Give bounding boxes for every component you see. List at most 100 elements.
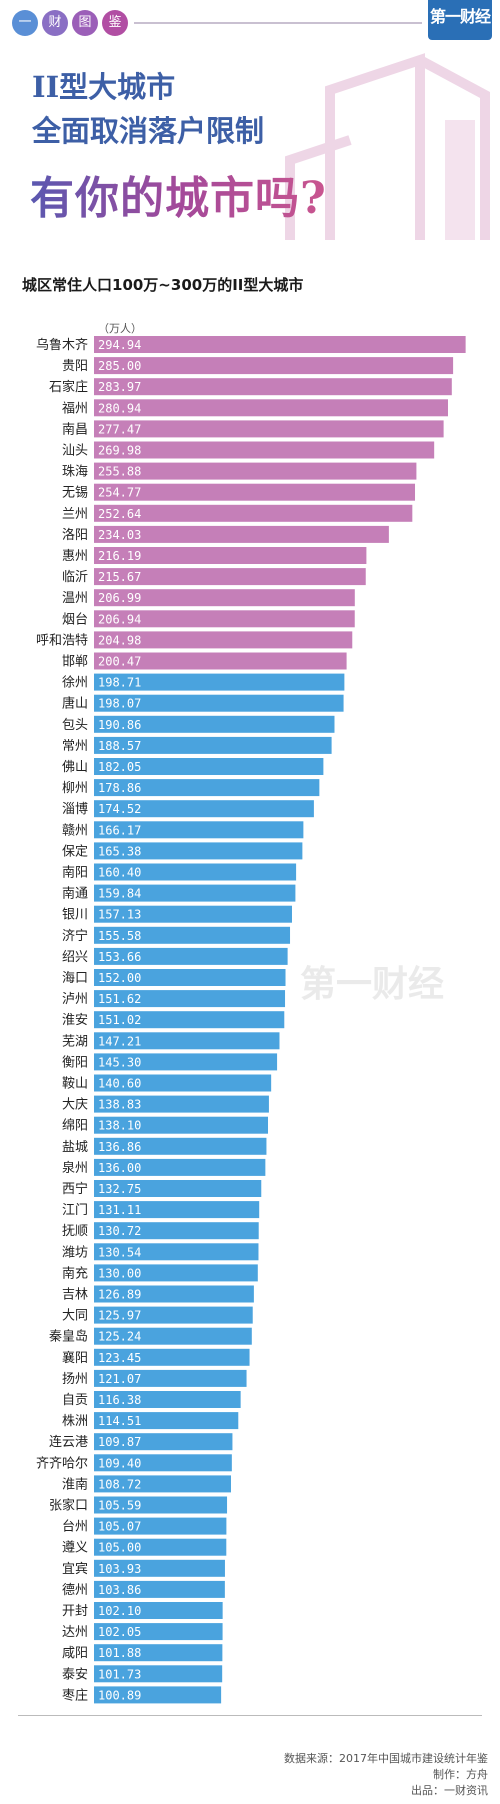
value-label-8: 252.64 [98, 507, 141, 521]
category-label-40: 西宁 [62, 1181, 88, 1197]
category-label-1: 贵阳 [62, 359, 88, 374]
headline-line-1: II型大城市 [32, 70, 176, 104]
category-label-61: 达州 [62, 1625, 88, 1640]
value-label-38: 136.86 [98, 1140, 141, 1154]
value-label-32: 151.02 [98, 1013, 141, 1027]
value-label-37: 138.10 [98, 1119, 141, 1133]
category-label-49: 扬州 [62, 1372, 88, 1387]
category-label-51: 株洲 [62, 1414, 88, 1429]
bar-63 [94, 1665, 223, 1683]
value-label-63: 101.73 [98, 1667, 141, 1681]
footer-source: 数据来源：2017年中国城市建设统计年鉴 [284, 1752, 488, 1765]
value-label-34: 145.30 [98, 1055, 141, 1069]
value-label-43: 130.54 [98, 1245, 141, 1259]
category-label-12: 温州 [62, 591, 88, 606]
value-label-64: 100.89 [98, 1688, 141, 1702]
category-label-16: 徐州 [62, 676, 88, 691]
category-label-48: 襄阳 [62, 1350, 88, 1366]
bar-5 [94, 441, 435, 459]
category-label-36: 大庆 [62, 1098, 88, 1113]
category-label-7: 无锡 [62, 486, 88, 501]
bar-53 [94, 1454, 232, 1472]
category-label-27: 银川 [62, 908, 88, 923]
bar-20 [94, 758, 324, 775]
category-label-63: 泰安 [62, 1667, 88, 1682]
value-label-24: 165.38 [98, 844, 141, 858]
value-label-62: 101.88 [98, 1646, 141, 1660]
category-label-24: 保定 [62, 844, 88, 859]
bar-58 [94, 1559, 225, 1577]
value-label-23: 166.17 [98, 823, 141, 837]
value-label-18: 190.86 [98, 718, 141, 732]
bar-43 [94, 1243, 259, 1261]
value-label-13: 206.94 [98, 612, 141, 626]
bar-25 [94, 863, 297, 881]
value-label-54: 108.72 [98, 1477, 141, 1491]
bar-38 [94, 1137, 267, 1155]
bar-2 [94, 378, 452, 396]
category-label-10: 惠州 [62, 549, 88, 564]
value-label-2: 283.97 [98, 380, 141, 394]
header-circle-4: 鉴 [102, 10, 128, 36]
bar-40 [94, 1180, 262, 1197]
value-label-59: 103.86 [98, 1583, 141, 1597]
value-label-36: 138.83 [98, 1098, 141, 1112]
category-label-32: 淮安 [62, 1013, 88, 1028]
category-label-9: 洛阳 [62, 528, 88, 543]
bar-16 [94, 673, 345, 691]
bar-62 [94, 1644, 223, 1662]
category-label-38: 盐城 [62, 1140, 88, 1155]
value-label-47: 125.24 [98, 1330, 141, 1344]
header-circle-3: 图 [72, 10, 98, 36]
bar-45 [94, 1285, 254, 1303]
value-label-17: 198.07 [98, 697, 141, 711]
category-label-21: 柳州 [62, 781, 88, 796]
bar-36 [94, 1095, 269, 1113]
bar-59 [94, 1580, 225, 1598]
category-label-58: 宜宾 [62, 1561, 88, 1577]
value-label-21: 178.86 [98, 781, 141, 795]
value-label-45: 126.89 [98, 1288, 141, 1302]
value-label-40: 132.75 [98, 1182, 141, 1196]
category-label-23: 赣州 [62, 823, 88, 838]
value-label-29: 153.66 [98, 950, 141, 964]
category-label-59: 德州 [62, 1583, 88, 1598]
category-label-17: 唐山 [62, 696, 88, 712]
chart-title: 城区常住人口100万~300万的II型大城市 [22, 276, 304, 294]
footer-publisher: 出品：一财资讯 [411, 1784, 488, 1797]
category-label-6: 珠海 [62, 465, 88, 480]
unit-label: （万人） [98, 322, 142, 335]
bar-28 [94, 926, 291, 944]
value-label-10: 216.19 [98, 549, 141, 563]
bar-17 [94, 694, 344, 712]
category-label-4: 南昌 [62, 421, 88, 437]
bar-42 [94, 1222, 259, 1240]
value-label-46: 125.97 [98, 1309, 141, 1323]
bar-33 [94, 1032, 280, 1050]
bar-35 [94, 1074, 272, 1092]
category-label-19: 常州 [62, 739, 88, 754]
category-label-29: 绍兴 [62, 950, 88, 965]
value-label-25: 160.40 [98, 866, 141, 880]
value-label-41: 131.11 [98, 1203, 141, 1217]
category-label-39: 泉州 [62, 1160, 88, 1176]
value-label-9: 234.03 [98, 528, 141, 542]
bar-30 [94, 969, 286, 986]
value-label-58: 103.93 [98, 1562, 141, 1576]
bar-9 [94, 525, 389, 543]
headline-line-3-text: 有你的城市吗? [30, 173, 327, 224]
bar-23 [94, 821, 304, 839]
category-label-8: 兰州 [62, 507, 88, 522]
bar-57 [94, 1538, 227, 1556]
bar-47 [94, 1327, 252, 1345]
value-label-27: 157.13 [98, 908, 141, 922]
category-label-44: 南充 [62, 1265, 88, 1281]
value-label-42: 130.72 [98, 1224, 141, 1238]
footer-author: 制作：方舟 [433, 1768, 488, 1781]
bar-51 [94, 1412, 239, 1430]
bar-56 [94, 1517, 227, 1535]
value-label-4: 277.47 [98, 422, 141, 436]
value-label-22: 174.52 [98, 802, 141, 816]
value-label-30: 152.00 [98, 971, 141, 985]
category-label-30: 海口 [62, 971, 88, 986]
